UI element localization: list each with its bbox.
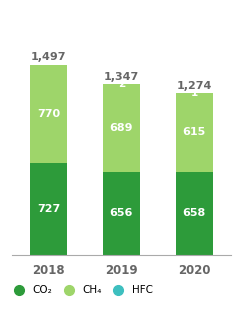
Text: 1,274: 1,274	[177, 81, 212, 91]
Text: 1,497: 1,497	[31, 52, 66, 62]
Bar	[103, 84, 140, 172]
Bar	[176, 94, 213, 172]
Bar	[30, 65, 67, 163]
Bar	[176, 172, 213, 255]
Bar	[103, 172, 140, 255]
Text: 615: 615	[183, 128, 206, 137]
Text: 1,347: 1,347	[104, 72, 139, 81]
Text: 1: 1	[191, 88, 198, 98]
Legend: CO₂, CH₄, HFC: CO₂, CH₄, HFC	[8, 285, 153, 295]
Text: 689: 689	[110, 123, 133, 133]
Text: 727: 727	[37, 204, 60, 214]
Text: 2018: 2018	[32, 264, 65, 277]
Text: 770: 770	[37, 109, 60, 119]
Bar	[30, 163, 67, 255]
Text: 658: 658	[183, 208, 206, 218]
Text: 2: 2	[118, 79, 125, 89]
Text: 2020: 2020	[178, 264, 211, 277]
Text: 656: 656	[110, 208, 133, 218]
Text: 2019: 2019	[105, 264, 138, 277]
